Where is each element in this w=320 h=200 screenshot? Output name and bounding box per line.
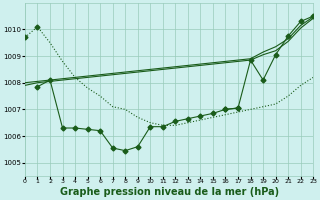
X-axis label: Graphe pression niveau de la mer (hPa): Graphe pression niveau de la mer (hPa) [60,187,279,197]
